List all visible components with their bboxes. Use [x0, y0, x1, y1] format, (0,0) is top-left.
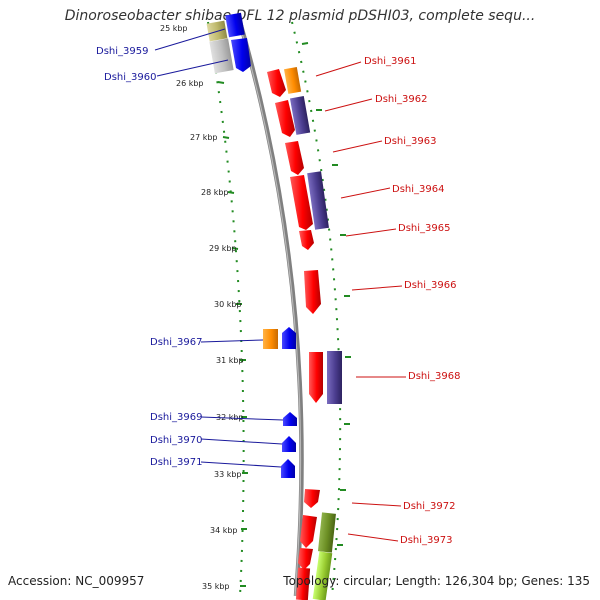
- gene-label-dshi-3962[interactable]: Dshi_3962: [375, 94, 427, 105]
- gene-dshi-3959[interactable]: [225, 12, 245, 38]
- tick-label: 27 kbp: [190, 133, 218, 142]
- genes-forward-strand: [267, 66, 342, 600]
- backbone-arc: [237, 21, 304, 597]
- gene-dshi-3962-red[interactable]: [275, 100, 295, 137]
- gene-dshi-3971[interactable]: [281, 459, 295, 478]
- tick-label: 30 kbp: [214, 300, 242, 309]
- outer-dotted-ring: [291, 21, 342, 597]
- topology-summary: Topology: circular; Length: 126,304 bp; …: [283, 574, 590, 588]
- gene-label-dshi-3959[interactable]: Dshi_3959: [96, 46, 148, 57]
- gene-dshi-3968[interactable]: [327, 351, 342, 404]
- gene-dshi-3973-red[interactable]: [300, 515, 317, 548]
- inner-dotted-ring: [207, 21, 245, 597]
- gene-label-dshi-3961[interactable]: Dshi_3961: [364, 56, 416, 67]
- genes-reverse-strand: [206, 12, 297, 478]
- leader-lines-left: [154, 28, 284, 468]
- map-title: Dinoroseobacter shibae DFL 12 plasmid pD…: [64, 8, 536, 24]
- tick-label: 32 kbp: [216, 413, 244, 422]
- gene-dshi-3963[interactable]: [285, 141, 304, 175]
- tick-label: 28 kbp: [201, 188, 229, 197]
- gene-dshi-3964-red[interactable]: [290, 175, 313, 230]
- gene-labels-left: Dshi_3959 Dshi_3960 Dshi_3967 Dshi_3969 …: [96, 46, 202, 468]
- gene-label-dshi-3963[interactable]: Dshi_3963: [384, 136, 436, 147]
- gene-dshi-3967[interactable]: [282, 327, 296, 349]
- gene-label-dshi-3964[interactable]: Dshi_3964: [392, 184, 444, 195]
- gene-red-bottom-1[interactable]: [298, 548, 313, 570]
- gene-dshi-3972[interactable]: [304, 489, 320, 508]
- gene-label-dshi-3973[interactable]: Dshi_3973: [400, 535, 452, 546]
- gene-dshi-3973[interactable]: [317, 512, 336, 553]
- tick-label: 25 kbp: [160, 24, 188, 33]
- gene-dshi-3969[interactable]: [283, 412, 297, 426]
- gene-lime-bottom[interactable]: [312, 551, 333, 600]
- tick-label: 31 kbp: [216, 356, 244, 365]
- gene-label-dshi-3970[interactable]: Dshi_3970: [150, 435, 202, 446]
- tick-marks: [212, 24, 351, 587]
- gene-red-bottom-2[interactable]: [295, 567, 311, 600]
- gene-dshi-3966[interactable]: [304, 270, 321, 314]
- gene-label-dshi-3967[interactable]: Dshi_3967: [150, 337, 202, 348]
- gene-grey-block[interactable]: [209, 38, 234, 74]
- gene-label-dshi-3966[interactable]: Dshi_3966: [404, 280, 456, 291]
- gene-dshi-3964[interactable]: [307, 171, 329, 230]
- gene-label-dshi-3972[interactable]: Dshi_3972: [403, 501, 455, 512]
- gene-label-dshi-3968[interactable]: Dshi_3968: [408, 371, 460, 382]
- gene-dshi-3960[interactable]: [231, 38, 251, 72]
- tick-label: 34 kbp: [210, 526, 238, 535]
- gene-dshi-3961-red[interactable]: [267, 69, 286, 97]
- gene-dshi-3968-red[interactable]: [309, 352, 323, 403]
- tick-label: 26 kbp: [176, 79, 204, 88]
- gene-label-dshi-3969[interactable]: Dshi_3969: [150, 412, 202, 423]
- gene-dshi-3961[interactable]: [284, 66, 302, 94]
- gene-label-dshi-3971[interactable]: Dshi_3971: [150, 457, 202, 468]
- tick-label: 35 kbp: [202, 582, 230, 591]
- tick-label: 33 kbp: [214, 470, 242, 479]
- gene-dshi-3962[interactable]: [289, 96, 311, 135]
- gene-label-dshi-3965[interactable]: Dshi_3965: [398, 223, 450, 234]
- kbp-labels: 25 kbp 26 kbp 27 kbp 28 kbp 29 kbp 30 kb…: [160, 24, 244, 591]
- gene-dshi-3970[interactable]: [282, 436, 296, 452]
- gene-dshi-3967-orange[interactable]: [263, 329, 278, 349]
- tick-label: 29 kbp: [209, 244, 237, 253]
- gene-label-dshi-3960[interactable]: Dshi_3960: [104, 72, 156, 83]
- backbone-highlight: [238, 21, 302, 597]
- gene-labels-right: Dshi_3961 Dshi_3962 Dshi_3963 Dshi_3964 …: [364, 56, 460, 546]
- gene-dshi-3965[interactable]: [299, 230, 314, 250]
- leader-lines-right: [315, 61, 406, 542]
- accession-text: Accession: NC_009957: [8, 574, 145, 588]
